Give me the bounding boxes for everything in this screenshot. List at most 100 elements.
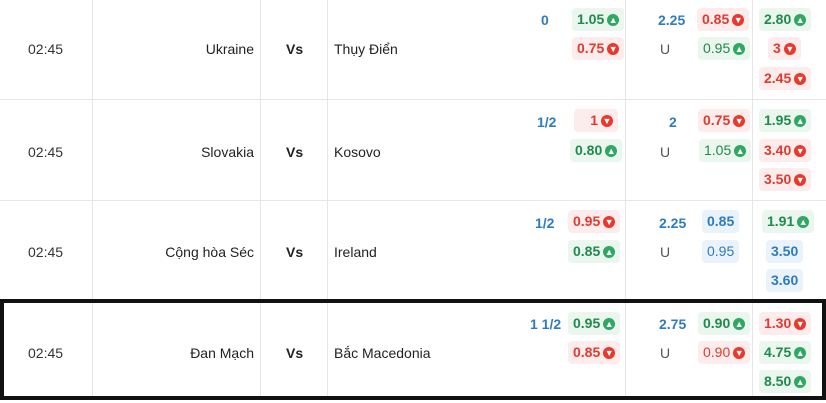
odd-value: 1.95 [764, 112, 792, 128]
arrow-down-icon: ▼ [732, 13, 745, 26]
column-divider [92, 0, 93, 99]
vs-label: Vs [286, 41, 304, 57]
arrow-up-icon: ▲ [603, 317, 616, 330]
odd-value: 3 [773, 40, 781, 56]
odd-value: 1 [590, 112, 598, 128]
column-divider [92, 201, 93, 301]
odd-value: 0.90 [703, 344, 731, 360]
vs-label: Vs [286, 345, 304, 361]
arrow-up-icon: ▲ [734, 144, 747, 157]
column-divider [260, 303, 261, 396]
arrow-down-icon: ▼ [603, 215, 616, 228]
column-divider [625, 0, 626, 99]
handicap-line: 0 [541, 12, 549, 28]
odd-value: 3.40 [764, 142, 792, 158]
column-divider [327, 100, 328, 200]
match-row[interactable]: 02:45 Ukraine Vs Thụy Điển 0 1.05 ▲ 0.75… [0, 0, 826, 100]
home-win-odd[interactable]: 2.80 ▲ [759, 8, 812, 31]
column-divider [260, 201, 261, 301]
over-odd[interactable]: 0.85 [702, 210, 740, 233]
home-team[interactable]: Ukraine [205, 41, 254, 57]
away-team[interactable]: Bắc Macedonia [334, 345, 431, 361]
under-odd[interactable]: 0.95 [702, 240, 740, 263]
handicap-away-odd[interactable]: 0.75 ▼ [572, 37, 625, 60]
match-time: 02:45 [28, 244, 64, 260]
odd-value: 1.05 [577, 11, 605, 27]
handicap-home-odd[interactable]: 1.05 ▲ [572, 8, 625, 31]
column-divider [260, 100, 261, 200]
odd-value: 3.50 [771, 243, 799, 259]
home-team[interactable]: Đan Mạch [190, 345, 254, 361]
match-time: 02:45 [28, 345, 64, 361]
handicap-home-odd[interactable]: 0.95 ▼ [568, 210, 621, 233]
match-row[interactable]: 02:45 Slovakia Vs Kosovo 1/2 1 ▼ 0.80 ▲ … [0, 100, 826, 201]
away-team[interactable]: Ireland [334, 244, 377, 260]
odd-value: 3.50 [764, 171, 792, 187]
home-win-odd[interactable]: 1.91 ▲ [762, 210, 815, 233]
odd-value: 1.30 [764, 315, 792, 331]
over-odd[interactable]: 0.85 ▼ [697, 8, 750, 31]
arrow-down-icon: ▼ [794, 72, 807, 85]
handicap-line: 1/2 [535, 215, 555, 231]
odd-value: 2.45 [764, 70, 792, 86]
match-row[interactable]: 02:45 Cộng hòa Séc Vs Ireland 1/2 0.95 ▼… [0, 201, 826, 302]
odd-value: 4.75 [764, 344, 792, 360]
away-win-odd[interactable]: 3.50 ▼ [759, 168, 812, 191]
under-odd[interactable]: 0.95 ▲ [698, 37, 751, 60]
under-odd[interactable]: 1.05 ▲ [699, 139, 752, 162]
away-win-odd[interactable]: 2.45 ▼ [759, 67, 812, 90]
odd-value: 3.60 [771, 272, 799, 288]
over-odd[interactable]: 0.75 ▼ [698, 109, 751, 132]
column-divider [752, 201, 753, 301]
column-divider [752, 0, 753, 99]
column-divider [752, 303, 753, 396]
home-win-odd[interactable]: 1.30 ▼ [759, 312, 812, 335]
handicap-away-odd[interactable]: 0.80 ▲ [570, 139, 623, 162]
column-divider [625, 303, 626, 396]
column-divider [92, 303, 93, 396]
match-row-highlighted[interactable]: 02:45 Đan Mạch Vs Bắc Macedonia 1 1/2 0.… [0, 299, 826, 400]
handicap-home-odd[interactable]: 0.95 ▲ [568, 312, 621, 335]
arrow-down-icon: ▼ [794, 317, 807, 330]
under-odd[interactable]: 0.90 ▼ [698, 341, 751, 364]
odd-value: 8.50 [764, 373, 792, 389]
away-team[interactable]: Kosovo [334, 144, 381, 160]
odd-value: 0.95 [573, 213, 601, 229]
home-win-odd[interactable]: 1.95 ▲ [759, 109, 812, 132]
handicap-line: 1/2 [537, 114, 557, 130]
arrow-up-icon: ▲ [794, 13, 807, 26]
vs-label: Vs [286, 244, 304, 260]
odd-value: 0.80 [575, 142, 603, 158]
away-win-odd[interactable]: 3.60 [766, 269, 804, 292]
home-team[interactable]: Cộng hòa Séc [165, 244, 254, 260]
arrow-down-icon: ▼ [607, 42, 620, 55]
column-divider [92, 100, 93, 200]
odd-value: 1.05 [704, 142, 732, 158]
under-label: U [660, 41, 671, 57]
vs-label: Vs [286, 144, 304, 160]
draw-odd[interactable]: 4.75 ▲ [759, 341, 812, 364]
arrow-down-icon: ▼ [601, 114, 613, 127]
draw-odd[interactable]: 3.40 ▼ [759, 139, 812, 162]
match-time: 02:45 [28, 41, 64, 57]
column-divider [260, 0, 261, 99]
odd-value: 0.85 [573, 344, 601, 360]
home-team[interactable]: Slovakia [201, 144, 254, 160]
handicap-away-odd[interactable]: 0.85 ▼ [568, 341, 621, 364]
handicap-home-odd[interactable]: 1 ▼ [574, 109, 618, 132]
under-label: U [660, 144, 671, 160]
arrow-up-icon: ▲ [603, 245, 616, 258]
away-win-odd[interactable]: 8.50 ▲ [759, 370, 812, 393]
under-label: U [660, 244, 671, 260]
column-divider [327, 303, 328, 396]
away-team[interactable]: Thụy Điển [334, 41, 398, 57]
over-under-line: 2.25 [659, 215, 687, 231]
odd-value: 0.85 [573, 243, 601, 259]
arrow-down-icon: ▼ [794, 173, 807, 186]
over-odd[interactable]: 0.90 ▲ [698, 312, 751, 335]
handicap-away-odd[interactable]: 0.85 ▲ [568, 240, 621, 263]
odd-value: 0.90 [703, 315, 731, 331]
draw-odd[interactable]: 3.50 [766, 240, 804, 263]
odd-value: 0.75 [577, 40, 605, 56]
draw-odd[interactable]: 3 ▼ [768, 37, 801, 60]
